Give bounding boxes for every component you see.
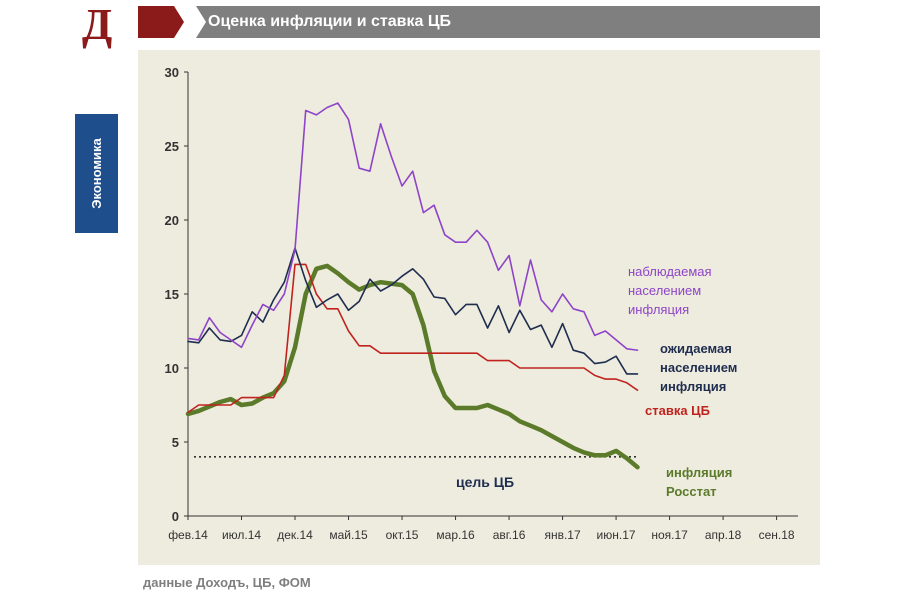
page-title: Оценка инфляции и ставка ЦБ: [208, 13, 452, 30]
inflation-chart: 0 5 10 15 20 25 30 фев.14 июл.14 дек.14 май.15 окт.…: [165, 65, 798, 542]
series-line-2: [187, 263, 639, 414]
logo: Д: [82, 0, 113, 49]
chart-panel: 0 5 10 15 20 25 30 фев.14 июл.14 дек.14 май.15 окт.…: [138, 50, 820, 565]
x-tick-label: сен.18: [759, 528, 795, 542]
x-tick-label: окт.15: [386, 528, 419, 542]
y-tick-label: 15: [165, 287, 179, 302]
x-tick-label: авг.16: [493, 528, 526, 542]
x-tick-label: ноя.17: [651, 528, 688, 542]
series-label: инфляция: [666, 465, 732, 480]
x-tick-label: апр.18: [705, 528, 742, 542]
series-line-3: [185, 263, 640, 470]
series-label: инфляция: [660, 379, 726, 394]
chart-axes: 0 5 10 15 20 25 30 фев.14 июл.14 дек.14 май.15 окт.…: [165, 65, 798, 542]
x-tick-label: фев.14: [168, 528, 208, 542]
series-line-1: [187, 247, 639, 375]
y-tick-label: 0: [172, 509, 179, 524]
x-tick-label: дек.14: [277, 528, 313, 542]
series-label: населением: [660, 360, 737, 375]
y-tick-label: 10: [165, 361, 179, 376]
series-label: ожидаемая: [660, 341, 732, 356]
series-label: населением: [628, 283, 701, 298]
y-tick-label: 5: [172, 435, 179, 450]
source-note: данные Доходъ, ЦБ, ФОМ: [143, 575, 311, 590]
section-tab-label: Экономика: [89, 138, 104, 209]
header-accent: [138, 6, 184, 38]
series-line-0: [187, 102, 639, 352]
header-band: [138, 6, 820, 38]
y-tick-label: 20: [165, 213, 179, 228]
y-tick-label: 25: [165, 139, 179, 154]
series-lines: [185, 102, 640, 470]
x-tick-label: июн.17: [597, 528, 636, 542]
x-tick-label: мар.16: [436, 528, 475, 542]
series-label: инфляция: [628, 302, 689, 317]
x-tick-label: янв.17: [544, 528, 581, 542]
x-tick-label: май.15: [329, 528, 368, 542]
header-bar: [196, 6, 820, 38]
x-tick-label: июл.14: [222, 528, 261, 542]
series-label: ставка ЦБ: [645, 403, 710, 418]
series-label: Росстат: [666, 484, 717, 499]
series-labels: наблюдаемая населением инфляция ожидаемая на…: [628, 264, 737, 499]
target-line-label: цель ЦБ: [456, 474, 514, 490]
series-label: наблюдаемая: [628, 264, 712, 279]
reference-line-group: цель ЦБ: [194, 455, 638, 490]
y-tick-label: 30: [165, 65, 179, 80]
section-tab[interactable]: Экономика: [75, 114, 118, 233]
